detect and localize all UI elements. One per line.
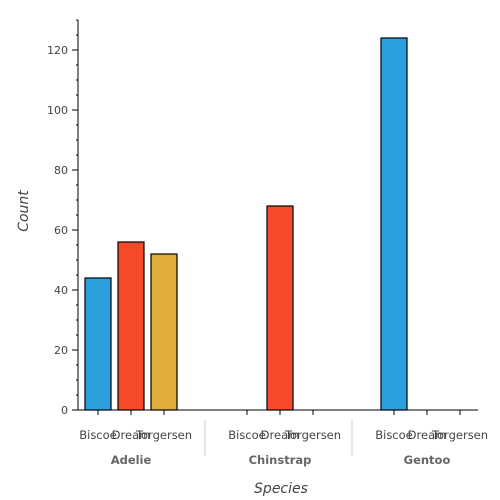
bar (117, 241, 145, 411)
bar (380, 37, 408, 411)
x-group-label: Adelie (111, 453, 152, 467)
x-group-label: Gentoo (404, 453, 451, 467)
y-tick-label: 0 (61, 404, 68, 417)
x-category-label: Torgersen (284, 428, 341, 442)
x-group-label: Chinstrap (249, 453, 312, 467)
x-category-label: Torgersen (431, 428, 488, 442)
x-category-label: Biscoe (79, 428, 117, 442)
y-axis-title: Count (16, 190, 32, 232)
y-tick-label: 20 (54, 344, 68, 357)
x-category-label: Dream (408, 428, 447, 442)
x-axis-title: Species (254, 481, 308, 497)
y-axis: 0 20 40 60 80 100 120 (47, 19, 79, 417)
y-tick-label: 60 (54, 224, 68, 237)
bar (84, 277, 112, 411)
bar (266, 205, 294, 411)
plot-area (84, 37, 408, 411)
x-category-label: Biscoe (228, 428, 266, 442)
x-category-label: Torgersen (135, 428, 192, 442)
x-category-label: Biscoe (375, 428, 413, 442)
y-tick-label: 80 (54, 164, 68, 177)
x-axis: BiscoeDreamTorgersenAdelieBiscoeDreamTor… (78, 409, 488, 467)
y-tick-label: 120 (47, 44, 68, 57)
y-tick-label: 100 (47, 104, 68, 117)
y-tick-label: 40 (54, 284, 68, 297)
x-category-label: Dream (112, 428, 151, 442)
bar (150, 253, 178, 411)
x-category-label: Dream (261, 428, 300, 442)
